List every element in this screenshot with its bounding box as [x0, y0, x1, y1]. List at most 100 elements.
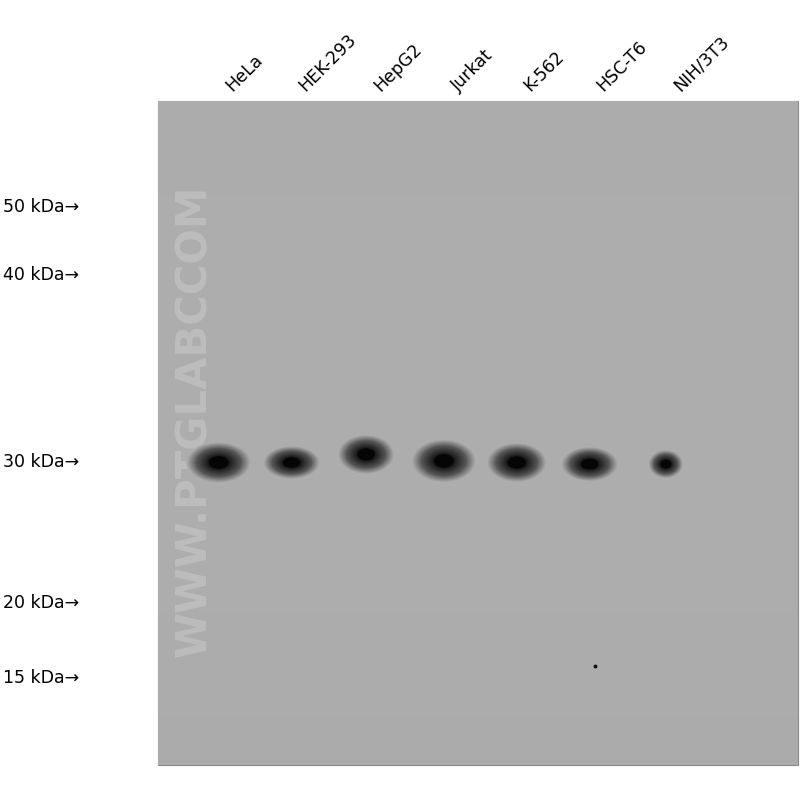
Bar — [158, 602, 798, 603]
Ellipse shape — [412, 440, 475, 482]
Bar — [158, 677, 798, 679]
Bar — [158, 429, 798, 431]
Bar — [158, 535, 798, 537]
Ellipse shape — [564, 449, 616, 480]
Ellipse shape — [649, 450, 683, 479]
Bar — [158, 336, 798, 338]
Ellipse shape — [572, 454, 608, 475]
Bar — [158, 331, 798, 334]
Ellipse shape — [494, 448, 539, 477]
Bar — [158, 316, 798, 318]
Bar — [158, 526, 798, 529]
Ellipse shape — [500, 451, 534, 474]
Ellipse shape — [202, 452, 235, 473]
Ellipse shape — [659, 458, 673, 471]
Ellipse shape — [493, 447, 540, 478]
Ellipse shape — [586, 462, 593, 467]
Ellipse shape — [588, 463, 591, 465]
Bar — [158, 763, 798, 765]
Bar — [158, 606, 798, 608]
Ellipse shape — [204, 453, 233, 472]
Ellipse shape — [508, 457, 526, 468]
Ellipse shape — [349, 443, 383, 466]
Ellipse shape — [441, 458, 447, 463]
Ellipse shape — [413, 441, 475, 481]
Ellipse shape — [212, 458, 225, 467]
Ellipse shape — [200, 451, 237, 474]
Bar — [158, 190, 798, 192]
Ellipse shape — [654, 454, 678, 474]
Ellipse shape — [284, 458, 300, 467]
Bar — [158, 261, 798, 263]
Ellipse shape — [356, 448, 376, 461]
Bar — [158, 726, 798, 728]
Bar — [158, 280, 798, 283]
Ellipse shape — [512, 459, 522, 466]
Bar — [158, 475, 798, 478]
Bar — [158, 312, 798, 313]
Bar — [158, 693, 798, 695]
Ellipse shape — [654, 455, 677, 473]
Bar — [158, 201, 798, 203]
Ellipse shape — [194, 447, 244, 478]
Bar — [158, 445, 798, 446]
Ellipse shape — [578, 458, 600, 471]
Bar — [158, 582, 798, 584]
Ellipse shape — [423, 447, 465, 475]
Ellipse shape — [429, 451, 458, 471]
Ellipse shape — [654, 454, 678, 475]
Bar — [158, 155, 798, 156]
Ellipse shape — [650, 450, 682, 478]
Bar — [158, 228, 798, 230]
Ellipse shape — [571, 453, 608, 475]
Bar — [158, 719, 798, 721]
Bar — [158, 303, 798, 305]
Ellipse shape — [269, 450, 314, 475]
Text: Jurkat: Jurkat — [448, 46, 497, 95]
Ellipse shape — [497, 450, 537, 475]
Bar — [158, 271, 798, 274]
Ellipse shape — [288, 461, 295, 464]
Ellipse shape — [344, 439, 388, 470]
Bar — [158, 717, 798, 719]
Ellipse shape — [415, 441, 473, 480]
Ellipse shape — [192, 446, 245, 480]
Ellipse shape — [288, 460, 296, 465]
Bar — [158, 695, 798, 697]
Bar — [158, 493, 798, 496]
Ellipse shape — [198, 450, 240, 475]
Ellipse shape — [364, 454, 368, 455]
Ellipse shape — [659, 458, 672, 470]
Bar — [158, 152, 798, 155]
Bar — [158, 313, 798, 316]
Text: 15 kDa→: 15 kDa→ — [3, 669, 79, 687]
Bar — [158, 437, 798, 440]
Bar — [158, 270, 798, 271]
Bar — [158, 292, 798, 294]
Ellipse shape — [341, 437, 391, 471]
Ellipse shape — [437, 457, 450, 465]
Bar — [158, 608, 798, 611]
Ellipse shape — [215, 460, 223, 465]
Text: HepG2: HepG2 — [370, 40, 425, 95]
Bar — [158, 214, 798, 216]
Ellipse shape — [280, 456, 302, 469]
Bar — [158, 548, 798, 551]
Bar — [158, 603, 798, 606]
Ellipse shape — [433, 454, 454, 468]
Ellipse shape — [653, 454, 679, 475]
Bar — [158, 327, 798, 330]
Ellipse shape — [424, 448, 463, 474]
Ellipse shape — [362, 451, 370, 458]
Bar — [158, 471, 798, 473]
Bar — [158, 424, 798, 427]
Bar — [158, 117, 798, 119]
Bar — [158, 105, 798, 108]
Bar — [158, 675, 798, 677]
Ellipse shape — [187, 442, 250, 483]
Ellipse shape — [218, 462, 220, 463]
Bar — [158, 283, 798, 285]
Ellipse shape — [652, 453, 680, 475]
Bar — [158, 403, 798, 404]
Bar — [158, 431, 798, 433]
